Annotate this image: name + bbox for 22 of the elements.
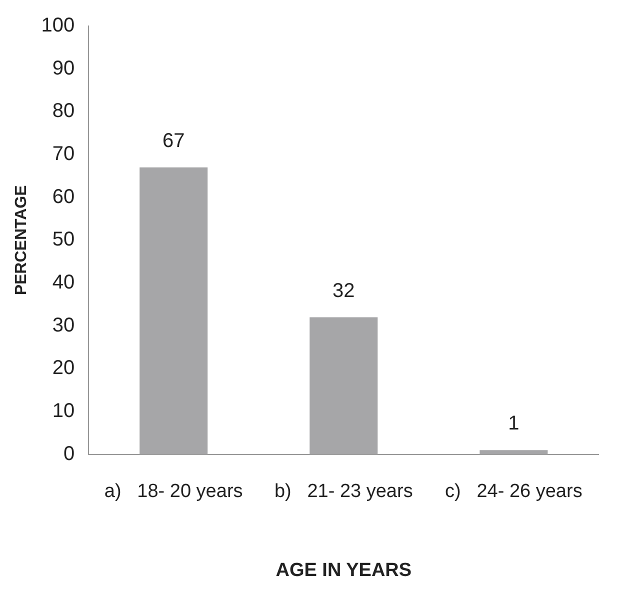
- y-tick-label: 80: [52, 100, 75, 122]
- y-tick-label: 70: [52, 143, 75, 166]
- x-tick-label: b) 21- 23 years: [274, 481, 413, 502]
- y-tick-label: 60: [52, 186, 75, 208]
- y-tick-label: 0: [63, 442, 75, 465]
- data-label: 1: [508, 412, 520, 435]
- y-tick-label: 100: [41, 14, 75, 37]
- x-tick-label: a) 18- 20 years: [104, 481, 243, 502]
- x-axis-title: AGE IN YEARS: [276, 560, 412, 581]
- y-axis-title: PERCENTAGE: [13, 184, 30, 296]
- y-tick-label: 50: [52, 228, 75, 251]
- x-tick-label: c) 24- 26 years: [445, 481, 582, 502]
- bar: [480, 450, 548, 454]
- bar: [310, 317, 378, 454]
- y-tick-label: 10: [52, 400, 75, 422]
- bar: [140, 167, 208, 454]
- y-tick-label: 40: [52, 272, 75, 294]
- data-label: 32: [332, 280, 355, 302]
- y-tick-label: 30: [52, 314, 75, 336]
- y-tick-label: 20: [52, 357, 75, 380]
- y-tick-label: 90: [52, 57, 75, 80]
- data-label: 67: [162, 130, 185, 152]
